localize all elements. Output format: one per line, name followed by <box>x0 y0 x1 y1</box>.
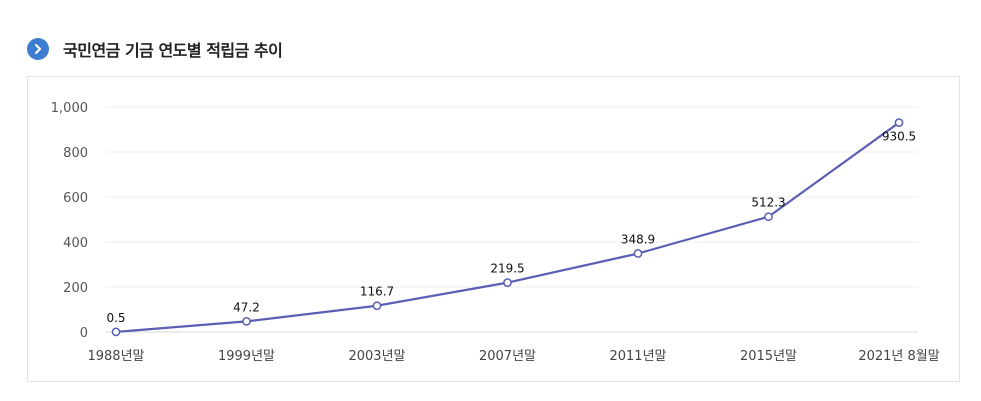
chart-container <box>27 76 960 382</box>
chart-title: 국민연금 기금 연도별 적립금 추이 <box>63 41 283 60</box>
y-tick-label: 200 <box>63 281 88 296</box>
data-point <box>764 212 773 222</box>
data-point <box>633 249 643 258</box>
y-tick-label: 600 <box>63 191 88 206</box>
y-tick-label: 0 <box>80 326 88 341</box>
y-tick-label: 400 <box>63 236 88 251</box>
data-point <box>372 301 382 311</box>
chevron-right-icon <box>27 38 49 60</box>
x-tick-label: 1999년말 <box>218 349 275 364</box>
y-tick-label: 800 <box>63 146 88 161</box>
x-tick-label: 2021년 8월말 <box>858 349 939 364</box>
data-label: 930.5 <box>882 130 916 144</box>
data-label: 348.9 <box>621 232 655 246</box>
data-label: 116.7 <box>360 285 394 299</box>
data-point <box>111 327 121 337</box>
data-label: 512.3 <box>751 196 785 210</box>
x-tick-label: 2007년말 <box>479 349 536 364</box>
data-label: 219.5 <box>490 262 524 276</box>
x-tick-label: 2011년말 <box>609 349 666 364</box>
data-label: 47.2 <box>233 300 260 314</box>
data-point <box>242 317 251 326</box>
data-point <box>894 118 904 127</box>
data-label: 0.5 <box>106 311 125 325</box>
section-header: 국민연금 기금 연도별 적립금 추이 <box>27 37 283 61</box>
data-point <box>503 278 512 287</box>
x-tick-label: 2003년말 <box>348 349 405 364</box>
x-tick-label: 2015년말 <box>740 349 797 364</box>
x-tick-label: 1988년말 <box>87 349 144 364</box>
y-tick-label: 1,000 <box>51 101 88 116</box>
